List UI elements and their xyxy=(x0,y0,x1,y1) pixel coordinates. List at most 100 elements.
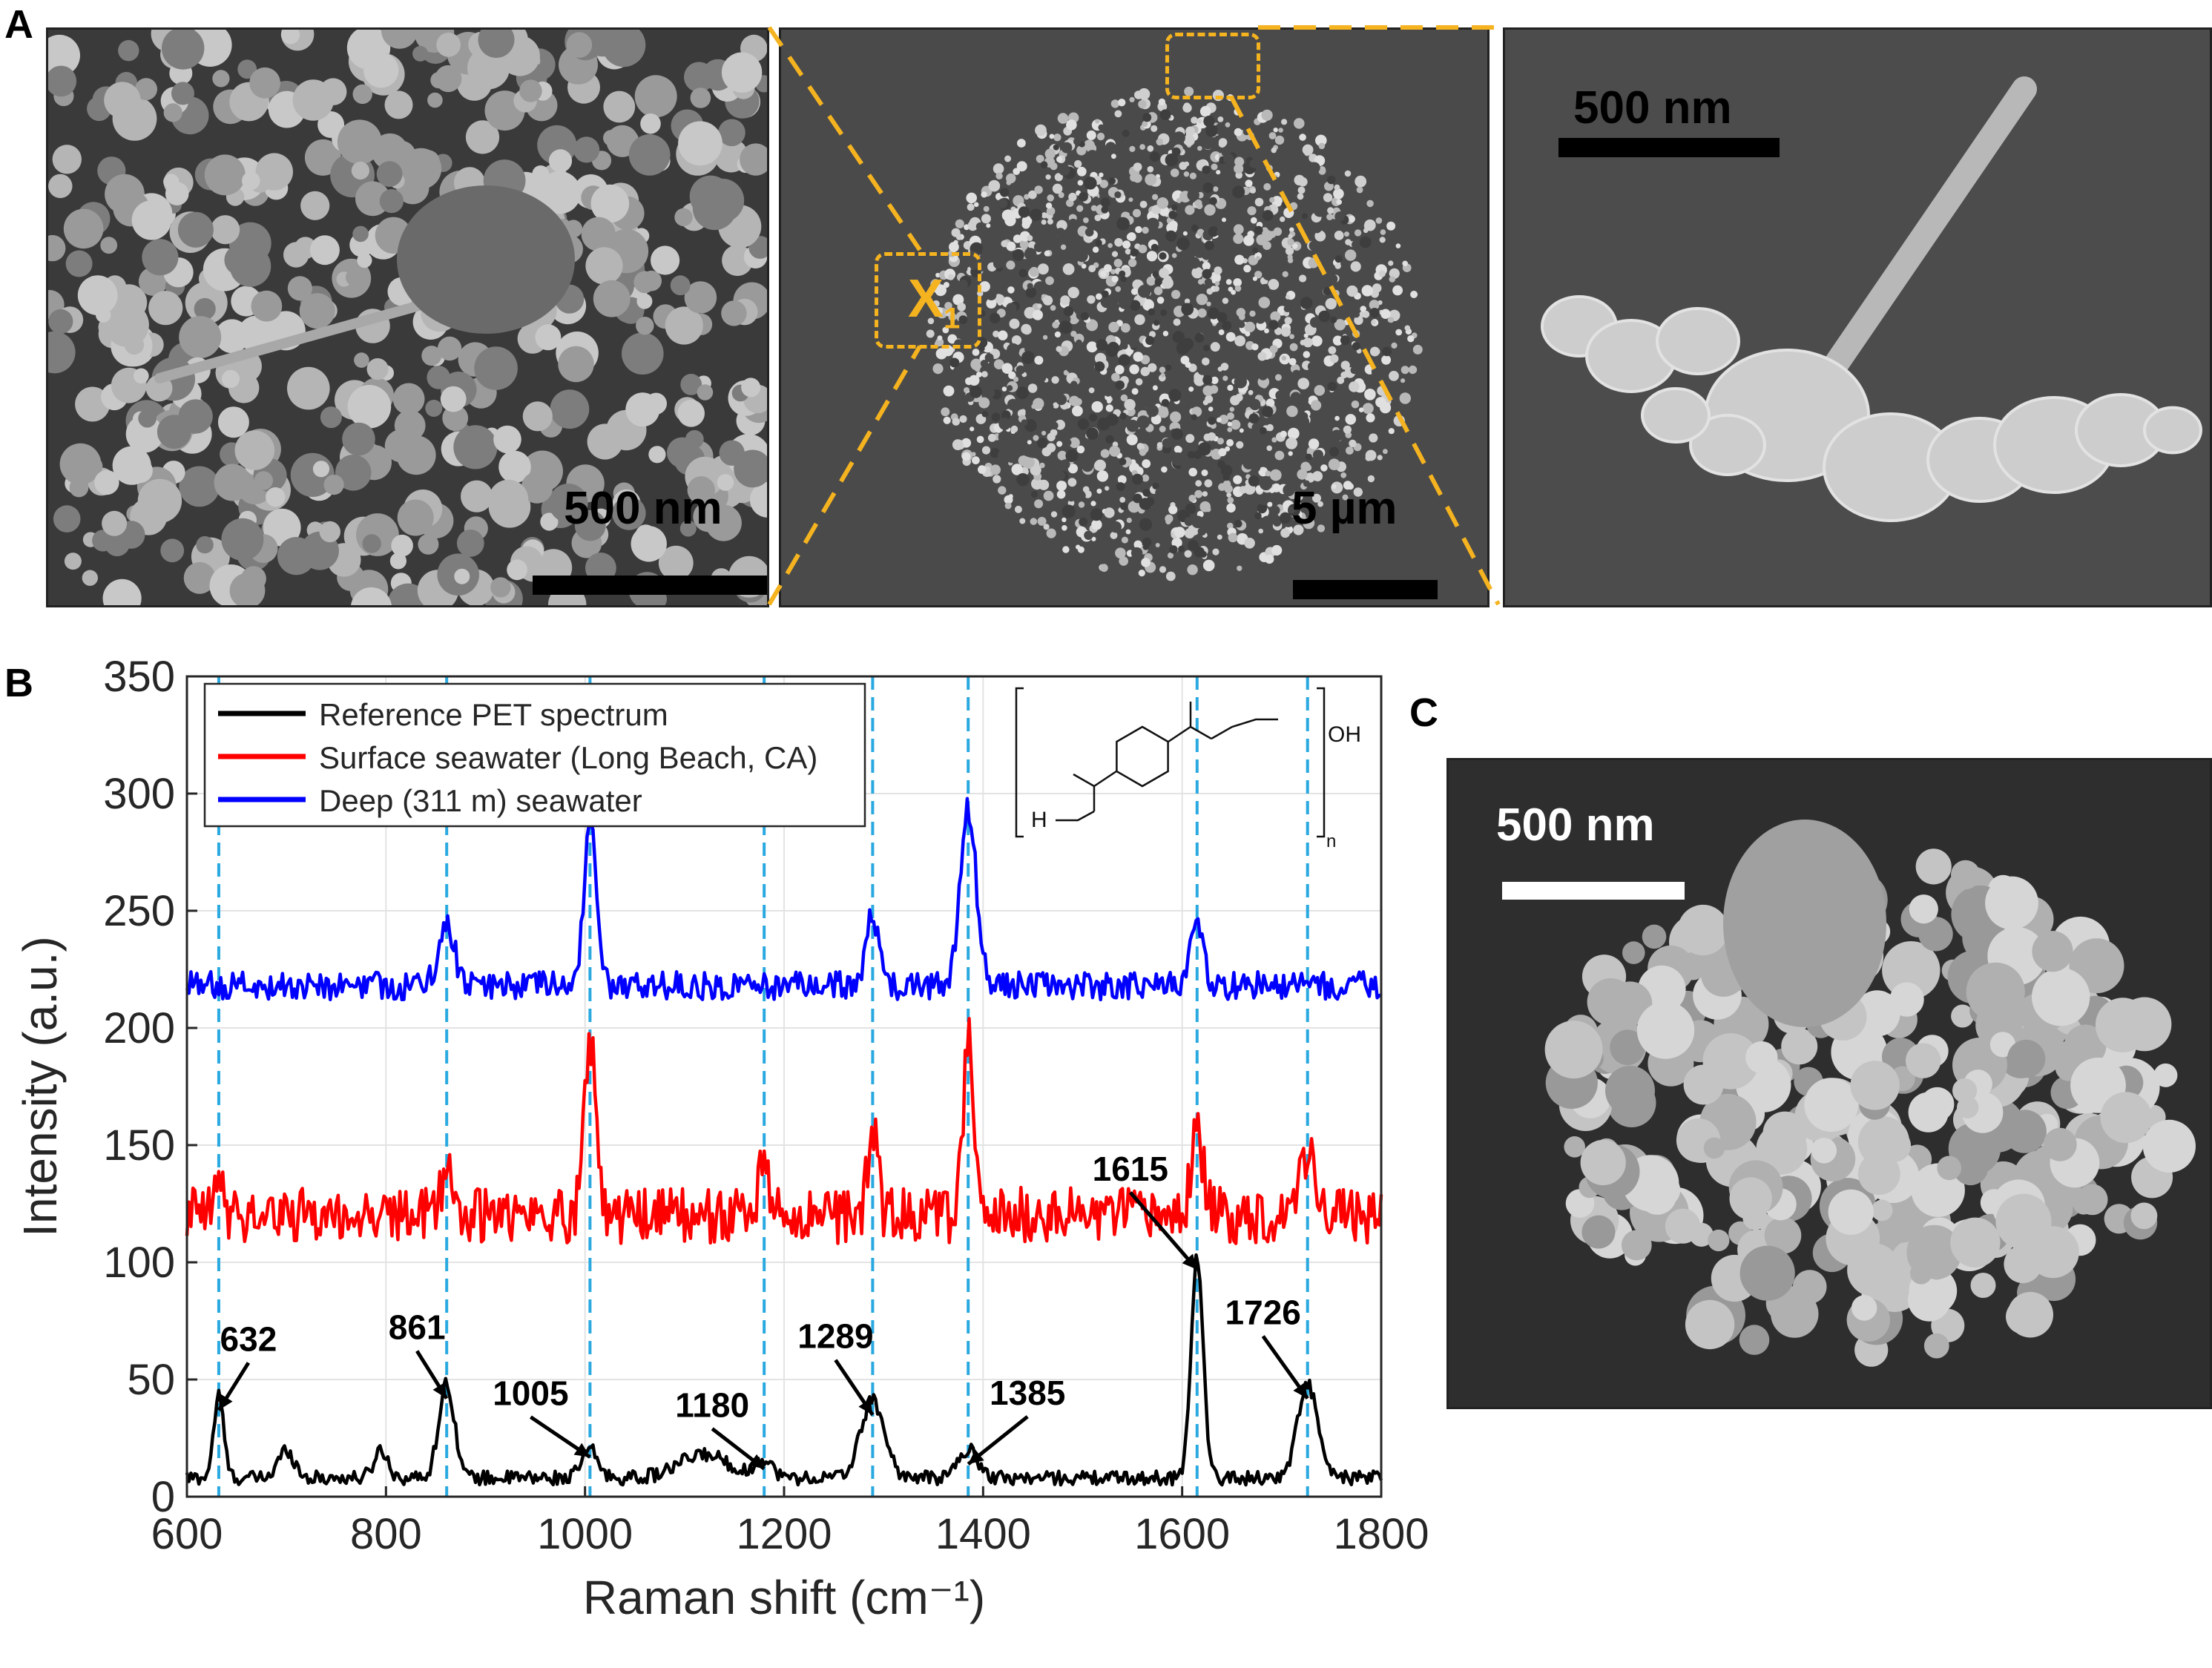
sem-particle xyxy=(1311,300,1318,307)
sem-particle xyxy=(1229,406,1235,412)
sem-particle xyxy=(1180,393,1187,400)
x-tick-label: 1400 xyxy=(935,1510,1031,1558)
sem-particle xyxy=(1952,1078,1978,1104)
sem-particle xyxy=(1334,319,1346,331)
sem-particle xyxy=(1388,428,1395,435)
sem-particle xyxy=(1122,240,1131,249)
sem-particle xyxy=(1274,450,1285,461)
legend-label: Reference PET spectrum xyxy=(319,697,668,732)
sem-particle xyxy=(1033,398,1044,409)
sem-particle xyxy=(1189,172,1196,179)
sem-particle xyxy=(628,134,671,176)
sem-particle xyxy=(1211,163,1218,171)
sem-particle xyxy=(163,174,180,190)
sem-particle xyxy=(1170,411,1182,423)
sem-particle xyxy=(1151,125,1158,132)
sem-particle xyxy=(1104,507,1115,518)
sem-particle xyxy=(1121,536,1128,544)
sem-particle xyxy=(979,281,990,292)
sem-particle xyxy=(1143,397,1156,409)
y-tick-label: 150 xyxy=(103,1121,175,1170)
sem-particle xyxy=(1251,462,1261,472)
sem-particle xyxy=(1062,546,1070,553)
sem-particle xyxy=(1016,473,1030,487)
sem-particle xyxy=(118,40,139,62)
sem-image-right: 500 nm xyxy=(1503,27,2212,607)
sem-particle xyxy=(1400,378,1406,383)
sem-particle xyxy=(1116,217,1130,231)
sem-particle xyxy=(1159,366,1166,374)
sem-particle xyxy=(1007,398,1019,411)
sem-particle xyxy=(1234,163,1244,174)
sem-particle xyxy=(1208,417,1216,425)
sem-particle xyxy=(1218,329,1225,335)
sem-particle xyxy=(947,274,955,280)
sem-particle xyxy=(128,458,153,484)
sem-particle xyxy=(1281,119,1288,125)
sem-particle xyxy=(1205,395,1214,403)
sem-particle xyxy=(1066,119,1077,131)
sem-particle xyxy=(1288,234,1293,239)
sem-particle xyxy=(970,426,975,432)
scale-line-c xyxy=(1502,882,1685,900)
sem-particle xyxy=(1348,215,1355,222)
sem-particle xyxy=(1232,185,1245,199)
sem-particle xyxy=(1074,159,1082,168)
sem-particle xyxy=(48,174,73,199)
sem-particle xyxy=(1271,544,1283,556)
sem-particle xyxy=(1136,415,1151,429)
sem-particle xyxy=(1160,372,1165,378)
sem-particle xyxy=(1243,235,1254,246)
sem-particle xyxy=(65,250,93,277)
sem-particle xyxy=(1208,226,1219,237)
sem-particle xyxy=(1042,295,1053,306)
sem-particle xyxy=(1340,335,1350,346)
sem-particle xyxy=(493,425,521,454)
sem-particle xyxy=(345,268,363,286)
series-line xyxy=(185,1253,1383,1487)
sem-particle xyxy=(389,553,406,570)
sem-particle xyxy=(1050,421,1059,430)
sem-particle xyxy=(1148,363,1157,372)
sem-particle xyxy=(300,191,330,220)
sem-particle xyxy=(952,418,961,426)
sem-particle xyxy=(1185,434,1195,444)
sem-particle xyxy=(1080,311,1089,320)
sem-particle xyxy=(1294,174,1305,186)
sem-particle xyxy=(1089,413,1097,422)
sem-particle xyxy=(1020,409,1026,415)
sem-particle xyxy=(2143,406,2202,455)
panel-a-label: A xyxy=(4,2,33,47)
sem-particle xyxy=(1412,344,1423,355)
sem-particle xyxy=(1222,217,1226,222)
sem-particle xyxy=(1114,191,1122,199)
sem-particle xyxy=(242,171,260,191)
sem-particle xyxy=(976,372,982,378)
sem-particle xyxy=(417,150,440,173)
sem-particle xyxy=(677,400,705,427)
sem-particle xyxy=(966,192,977,204)
sem-particle xyxy=(1004,495,1013,504)
sem-particle xyxy=(1125,248,1131,255)
panel-b-label: B xyxy=(4,661,33,705)
sem-particle xyxy=(1244,321,1256,333)
sem-particle xyxy=(1226,439,1234,446)
sem-particle xyxy=(603,90,636,123)
sem-particle xyxy=(1375,217,1383,224)
sem-particle xyxy=(1280,512,1291,524)
sem-particle xyxy=(1099,179,1108,188)
sem-particle xyxy=(558,346,594,383)
sem-particle xyxy=(1234,285,1242,292)
sem-particle xyxy=(690,88,711,108)
sem-particle xyxy=(1067,464,1078,474)
sem-particle xyxy=(1129,145,1136,152)
sem-particle xyxy=(1247,206,1257,216)
sem-particle xyxy=(1202,182,1214,194)
annotation-arrowhead xyxy=(748,1454,765,1469)
sem-particle xyxy=(1877,1129,1912,1162)
sem-particle xyxy=(1181,337,1194,351)
sem-particle xyxy=(1381,355,1392,365)
zoom-box-top xyxy=(1165,33,1260,99)
sem-particle xyxy=(648,446,666,464)
sem-particle xyxy=(1268,132,1277,139)
